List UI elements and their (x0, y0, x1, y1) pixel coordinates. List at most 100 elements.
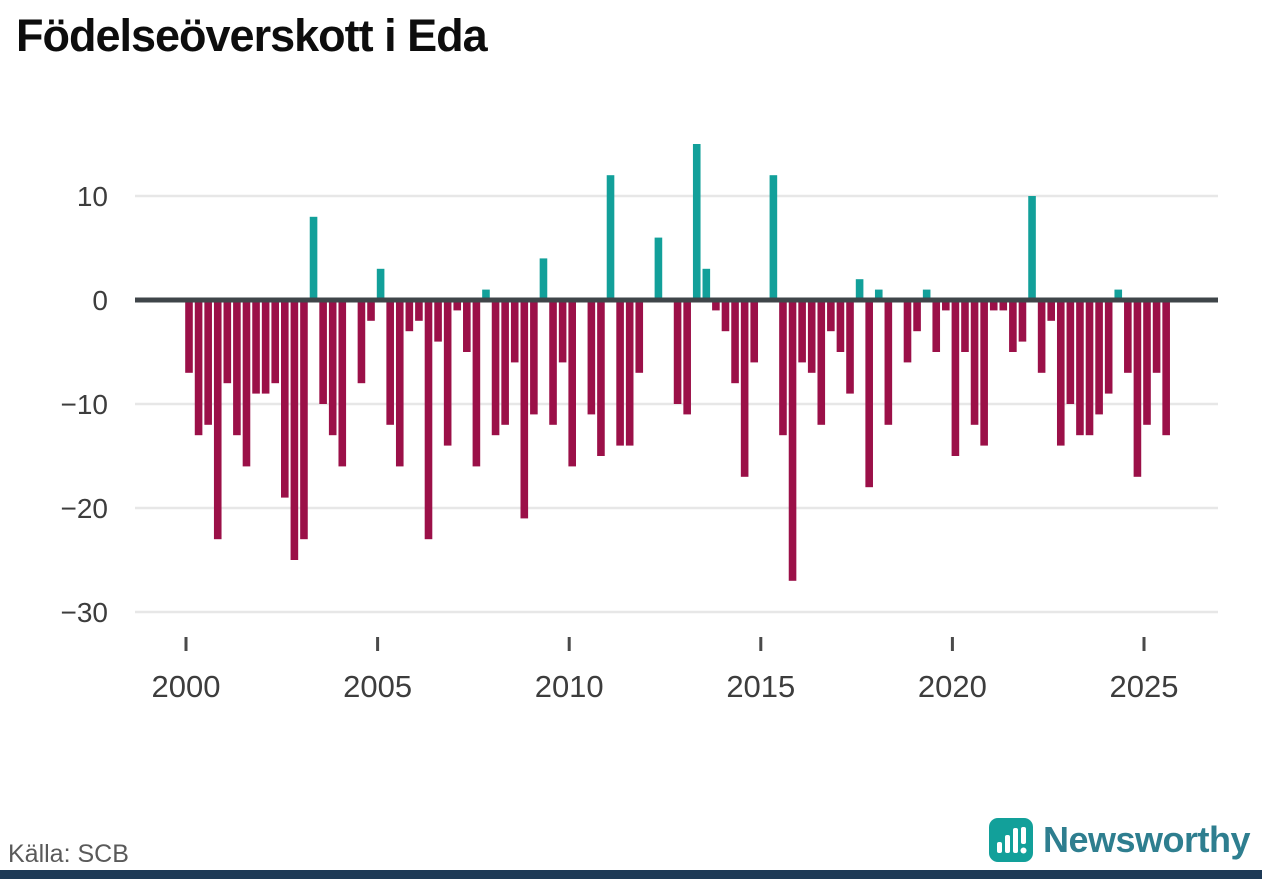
bar (482, 289, 490, 300)
bar (261, 300, 270, 394)
bar (1085, 300, 1094, 436)
bar (367, 300, 375, 321)
y-axis-tick-label: 0 (92, 285, 108, 316)
bar (750, 300, 759, 363)
bar (1133, 300, 1142, 477)
bar (242, 300, 251, 467)
bar (1018, 300, 1027, 342)
bar (405, 300, 414, 332)
bar (989, 300, 998, 311)
bar (999, 300, 1008, 311)
bar (501, 300, 509, 425)
bar (702, 268, 711, 300)
x-axis-tick-label: 2010 (535, 669, 604, 704)
bar (434, 300, 442, 342)
bar (233, 300, 241, 436)
y-axis-tick-label: −10 (61, 389, 109, 420)
x-axis-tick-label: 2015 (726, 669, 795, 704)
bar (712, 300, 720, 311)
bar (281, 300, 289, 498)
bar (1076, 300, 1084, 436)
bar (223, 300, 232, 384)
bar (654, 237, 663, 300)
bar (884, 300, 893, 425)
bar (683, 300, 691, 415)
bar (625, 300, 634, 446)
bar (827, 300, 835, 332)
bar (980, 300, 988, 446)
bar (463, 300, 471, 352)
bar (673, 300, 682, 404)
bar (807, 300, 816, 373)
bar (290, 300, 299, 560)
bar (453, 300, 462, 311)
bar (338, 300, 347, 467)
bar (1037, 300, 1046, 373)
bar (616, 300, 624, 446)
bar (817, 300, 826, 425)
bar (606, 175, 615, 300)
brand-wordmark: Newsworthy (1042, 819, 1251, 860)
bar (376, 268, 385, 300)
bar (568, 300, 576, 467)
bar (319, 300, 327, 404)
bar (213, 300, 222, 540)
bar (395, 300, 404, 467)
bar (846, 300, 854, 394)
bar (961, 300, 969, 352)
bar (1143, 300, 1151, 425)
bar (328, 300, 337, 436)
bar (204, 300, 212, 425)
bar (788, 300, 797, 581)
bar (798, 300, 806, 363)
bar (635, 300, 644, 373)
chart-title: Födelseöverskott i Eda (16, 10, 488, 61)
bar (549, 300, 557, 425)
bar (520, 300, 529, 519)
bar (740, 300, 749, 477)
bar (692, 144, 701, 300)
bar (597, 300, 605, 456)
x-axis-tick-label: 2000 (152, 669, 221, 704)
footer-accent-strip (0, 870, 1262, 879)
bar (970, 300, 979, 425)
bar (922, 289, 931, 300)
bar (951, 300, 960, 456)
bar (491, 300, 500, 436)
bar (769, 175, 778, 300)
bar (1162, 300, 1170, 436)
bar (1095, 300, 1103, 415)
bar (836, 300, 845, 352)
bar (865, 300, 873, 488)
bar (309, 216, 318, 300)
bar (779, 300, 787, 436)
bar (913, 300, 921, 332)
bar (1124, 300, 1132, 373)
bar (357, 300, 366, 384)
bar (472, 300, 481, 467)
bar (1047, 300, 1055, 321)
bar (1009, 300, 1017, 352)
bar (932, 300, 941, 352)
x-axis-tick-label: 2025 (1110, 669, 1179, 704)
bar (539, 258, 548, 300)
bar (1056, 300, 1065, 446)
bar (300, 300, 308, 540)
bar (271, 300, 280, 384)
bar (252, 300, 260, 394)
bar (1114, 289, 1123, 300)
bar (510, 300, 519, 363)
y-axis-tick-label: 10 (77, 181, 108, 212)
bar (530, 300, 538, 415)
bar (1104, 300, 1113, 394)
bar (185, 300, 193, 373)
bar (903, 300, 912, 363)
x-axis-tick-label: 2005 (343, 669, 412, 704)
bar (721, 300, 730, 332)
bar (731, 300, 739, 384)
y-axis-tick-label: −30 (61, 597, 109, 628)
bar (855, 279, 864, 300)
bar (1066, 300, 1075, 404)
